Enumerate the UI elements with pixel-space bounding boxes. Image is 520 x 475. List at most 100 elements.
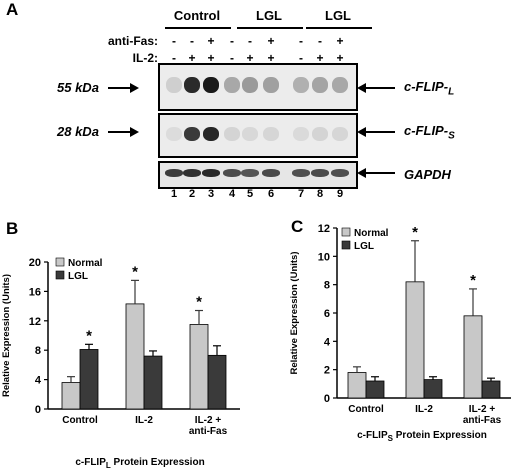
chart-c-bar-normal-1 <box>405 281 425 399</box>
chart-b-y-tick-label: 16 <box>29 286 41 298</box>
flip-l-band-lane-4 <box>224 77 240 93</box>
anti-fas-sign-lane-6: + <box>267 34 275 48</box>
chart-b: B 0 4 8 12 16 20 Relative Expression (Units) Con… <box>1 222 240 470</box>
flip-l-arrow-icon <box>357 83 395 93</box>
chart-c-category-label: Control <box>348 404 384 415</box>
flip-l-band-lane-3 <box>203 77 219 93</box>
flip-s-band-lane-1 <box>166 127 182 141</box>
anti-fas-row-label: anti-Fas: <box>107 34 158 48</box>
il2-sign-lane-7: - <box>299 51 303 65</box>
chart-c-bar-normal-0 <box>347 372 367 399</box>
chart-c-y-axis-label: Relative Expression (Units) <box>289 251 300 374</box>
flip-s-band-lane-2 <box>184 127 200 141</box>
group-underline-lgl-2 <box>306 27 372 29</box>
chart-b-bar-lgl-0 <box>79 349 99 410</box>
chart-b-y-tick-label: 4 <box>35 375 42 387</box>
chart-c-y-tick-label: 12 <box>318 223 330 235</box>
chart-b-y-tick-label: 0 <box>35 404 41 416</box>
chart-c-bar-lgl-1 <box>423 379 443 399</box>
chart-c-significance-star: * <box>412 224 418 241</box>
flip-l-band-lane-5 <box>242 77 258 93</box>
chart-b-legend-swatch-lgl <box>55 270 65 280</box>
lane-number-7: 7 <box>297 188 305 200</box>
chart-c-legend-swatch-normal <box>341 227 351 237</box>
gapdh-band-lane-3 <box>202 169 220 177</box>
lane-number-6: 6 <box>267 188 275 200</box>
panel-a-letter: A <box>6 0 19 19</box>
chart-b-x-axis-label: c-FLIPL Protein Expression <box>75 457 204 470</box>
chart-b-y-tick-label: 12 <box>29 316 41 328</box>
flip-s-band-lane-4 <box>224 127 240 141</box>
chart-b-bar-normal-0 <box>61 382 81 410</box>
flip-l-band-lane-8 <box>312 77 328 93</box>
il2-row-label: IL-2: <box>132 51 158 65</box>
group-label-control: Control <box>173 8 221 23</box>
chart-c-y-tick-label: 6 <box>324 308 330 320</box>
anti-fas-sign-lane-9: + <box>336 34 344 48</box>
lane-number-9: 9 <box>336 188 344 200</box>
lane-number-3: 3 <box>207 188 215 200</box>
lane-number-4: 4 <box>228 188 236 200</box>
chart-c-y-tick-label: 10 <box>318 251 330 263</box>
gapdh-band-lane-7 <box>292 169 310 177</box>
chart-b-significance-star: * <box>132 263 138 280</box>
chart-c-category-label: IL-2 <box>415 404 433 415</box>
lane-number-1: 1 <box>170 188 178 200</box>
gapdh-band-lane-8 <box>311 169 329 177</box>
gapdh-band-lane-6 <box>262 169 280 177</box>
gapdh-band-lane-2 <box>183 169 201 177</box>
flip-s-band-lane-8 <box>312 127 328 141</box>
chart-b-bar-lgl-2 <box>207 354 227 410</box>
gapdh-band-lane-1 <box>165 169 183 177</box>
chart-b-panel-letter: B <box>6 222 18 238</box>
chart-c-x-axis-label: c-FLIPS Protein Expression <box>357 430 487 442</box>
lane-number-8: 8 <box>316 188 324 200</box>
lane-number-5: 5 <box>246 188 254 200</box>
flip-l-band-lane-9 <box>332 77 348 93</box>
gapdh-band-lane-5 <box>241 169 259 177</box>
chart-c-legend-label-normal: Normal <box>354 228 389 239</box>
mw-arrow-28kda-icon <box>108 127 139 137</box>
flip-l-band-lane-6 <box>263 77 279 93</box>
blot-flip-l <box>158 63 358 111</box>
chart-c-panel-letter: C <box>291 217 303 236</box>
chart-b-category-label: IL-2 <box>135 415 153 426</box>
chart-c-legend-swatch-lgl <box>341 240 351 250</box>
flip-s-band-lane-5 <box>242 127 258 141</box>
blot-flip-s <box>158 113 358 158</box>
anti-fas-sign-lane-4: - <box>230 34 234 48</box>
chart-b-bar-normal-2 <box>189 324 209 410</box>
il2-sign-lane-9: + <box>336 51 344 65</box>
flip-s-arrow-icon <box>357 127 395 137</box>
chart-b-legend-label-normal: Normal <box>68 258 103 269</box>
chart-b-significance-star: * <box>196 294 202 311</box>
il2-sign-lane-8: + <box>316 51 324 65</box>
flip-l-band-lane-1 <box>166 77 182 93</box>
chart-c-y-tick-label: 4 <box>324 336 331 348</box>
protein-label-gapdh: GAPDH <box>404 167 451 182</box>
mw-label-55kda: 55 kDa <box>57 80 99 95</box>
chart-c-legend-label-lgl: LGL <box>354 241 374 252</box>
protein-label-flip-l: c-FLIP-L <box>404 79 455 98</box>
chart-c-bar-lgl-2 <box>481 380 501 399</box>
anti-fas-sign-lane-5: - <box>248 34 252 48</box>
anti-fas-sign-lane-7: - <box>299 34 303 48</box>
il2-sign-lane-6: + <box>267 51 275 65</box>
flip-s-band-lane-3 <box>203 127 219 141</box>
group-label-lgl-2: LGL <box>325 8 351 23</box>
anti-fas-sign-lane-3: + <box>207 34 215 48</box>
mw-arrow-55kda-icon <box>108 83 139 93</box>
group-label-lgl-1: LGL <box>256 8 282 23</box>
il2-sign-lane-1: - <box>172 51 176 65</box>
protein-label-flip-s: c-FLIP-S <box>404 123 455 142</box>
chart-c-category-label: IL-2 + <box>469 404 496 415</box>
anti-fas-sign-lane-8: - <box>318 34 322 48</box>
chart-c-significance-star: * <box>470 272 476 289</box>
chart-b-y-tick-label: 8 <box>35 345 41 357</box>
il2-sign-lane-2: + <box>188 51 196 65</box>
chart-b-category-label: Control <box>62 415 98 426</box>
chart-b-bar-normal-1 <box>125 303 145 410</box>
flip-s-band-lane-7 <box>293 127 309 141</box>
chart-b-category-label: IL-2 + <box>195 415 222 426</box>
il2-sign-lane-4: - <box>230 51 234 65</box>
